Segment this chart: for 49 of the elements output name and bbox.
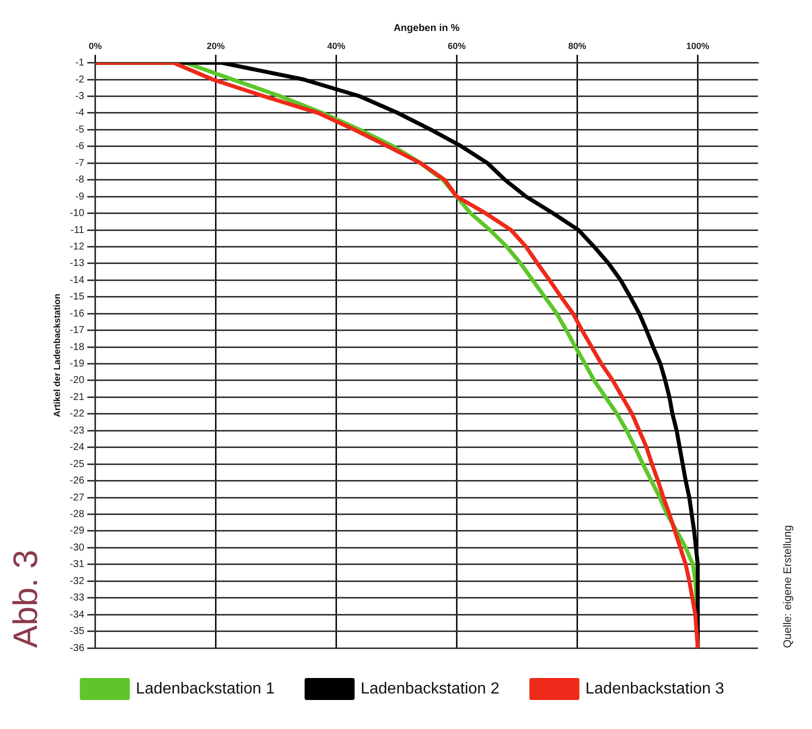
y-tick-label: -21 (70, 392, 85, 403)
x-tick-label: 60% (448, 40, 466, 51)
y-tick-label: -10 (70, 208, 85, 220)
x-tick-label: 0% (88, 40, 102, 51)
y-tick-label: -27 (70, 492, 85, 504)
y-tick-label: -36 (70, 642, 85, 654)
legend-label: Ladenbackstation 3 (585, 680, 724, 698)
y-tick-label: -34 (70, 609, 85, 620)
y-tick-label: -23 (70, 425, 85, 436)
y-tick-label: -24 (70, 442, 85, 454)
legend-label: Ladenbackstation 2 (360, 680, 500, 698)
y-tick-label: -28 (70, 508, 85, 520)
y-tick-label: -11 (70, 224, 85, 236)
y-tick-label: -4 (75, 108, 85, 119)
y-tick-label: -33 (70, 592, 85, 604)
source-note: Quelle: eigene Erstellung (781, 525, 795, 648)
y-tick-label: -31 (70, 559, 85, 570)
y-tick-label: -14 (70, 274, 85, 286)
x-tick-label: 20% (206, 40, 225, 51)
caption: Abb. 3 (6, 550, 46, 648)
y-tick-label: -17 (70, 325, 85, 336)
x-axis-title: Angeben in % (394, 22, 460, 34)
y-tick-label: -13 (70, 258, 85, 270)
y-tick-label: -18 (70, 342, 85, 353)
y-tick-label: -8 (75, 174, 85, 186)
x-tick-label: 40% (327, 40, 346, 51)
y-tick-label: -5 (75, 124, 85, 136)
y-tick-label: -6 (75, 141, 85, 152)
y-tick-label: -30 (70, 542, 85, 554)
y-tick-label: -1 (75, 58, 85, 69)
y-tick-label: -12 (70, 241, 85, 252)
y-tick-label: -7 (75, 158, 85, 169)
y-tick-label: -3 (75, 90, 85, 102)
y-tick-label: -15 (70, 292, 85, 303)
y-tick-label: -25 (70, 458, 85, 470)
x-tick-label: 100% (686, 40, 710, 51)
x-tick-label: 80% (568, 40, 586, 51)
y-tick-label: -29 (70, 526, 85, 537)
y-tick-label: -2 (75, 74, 85, 86)
y-axis-title: Artikel der Ladenbackstation (52, 294, 62, 418)
y-tick-label: -20 (70, 375, 85, 386)
legend-label: Ladenbackstation 1 (136, 680, 275, 698)
y-tick-label: -9 (75, 191, 85, 202)
y-tick-label: -32 (70, 576, 85, 587)
y-tick-label: -22 (70, 408, 85, 420)
y-tick-label: -26 (70, 476, 85, 487)
y-tick-label: -16 (70, 308, 85, 320)
y-tick-label: -19 (70, 358, 85, 370)
y-tick-label: -35 (70, 626, 85, 638)
